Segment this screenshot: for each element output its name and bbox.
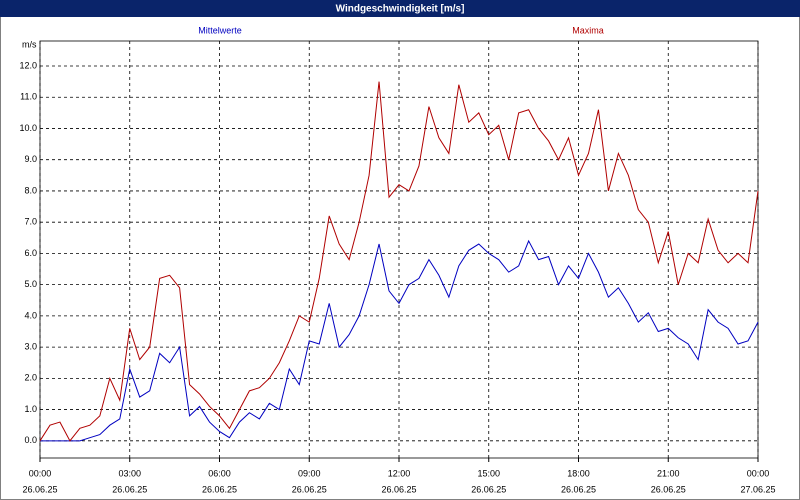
legend-label: Mittelwerte: [198, 25, 242, 35]
x-tick-label: 06:00: [208, 468, 231, 478]
x-tick-label: 21:00: [657, 468, 680, 478]
x-tick-date: 27.06.25: [740, 484, 775, 494]
title-bar: [0, 0, 800, 17]
series-line: [40, 239, 759, 442]
y-tick-label: 5.0: [24, 279, 37, 289]
x-tick-date: 26.06.25: [22, 484, 57, 494]
y-tick-label: 8.0: [24, 185, 37, 195]
legend-label: Maxima: [572, 25, 604, 35]
x-tick-date: 26.06.25: [651, 484, 686, 494]
y-tick-label: 1.0: [24, 404, 37, 414]
x-tick-date: 26.06.25: [202, 484, 237, 494]
chart-title: Windgeschwindigkeit [m/s]: [336, 4, 465, 15]
y-tick-label: 6.0: [24, 248, 37, 258]
y-tick-label: 2.0: [24, 373, 37, 383]
x-tick-label: 00:00: [29, 468, 52, 478]
x-tick-label: 09:00: [298, 468, 321, 478]
y-tick-label: 9.0: [24, 154, 37, 164]
x-tick-label: 15:00: [477, 468, 500, 478]
y-axis-label: m/s: [22, 39, 37, 49]
x-tick-date: 26.06.25: [292, 484, 327, 494]
x-tick-label: 12:00: [388, 468, 411, 478]
y-tick-label: 3.0: [24, 341, 37, 351]
x-tick-label: 18:00: [567, 468, 590, 478]
x-tick-date: 26.06.25: [471, 484, 506, 494]
y-tick-label: 4.0: [24, 310, 37, 320]
y-tick-label: 10.0: [19, 123, 37, 133]
series-line: [39, 81, 759, 442]
x-tick-label: 03:00: [118, 468, 141, 478]
x-tick-date: 26.06.25: [561, 484, 596, 494]
y-tick-label: 12.0: [19, 60, 37, 70]
y-tick-label: 7.0: [24, 217, 37, 227]
x-tick-label: 00:00: [747, 468, 770, 478]
x-tick-date: 26.06.25: [381, 484, 416, 494]
y-tick-label: 11.0: [20, 92, 37, 102]
x-tick-date: 26.06.25: [112, 484, 147, 494]
y-tick-label: 0.0: [24, 435, 37, 445]
